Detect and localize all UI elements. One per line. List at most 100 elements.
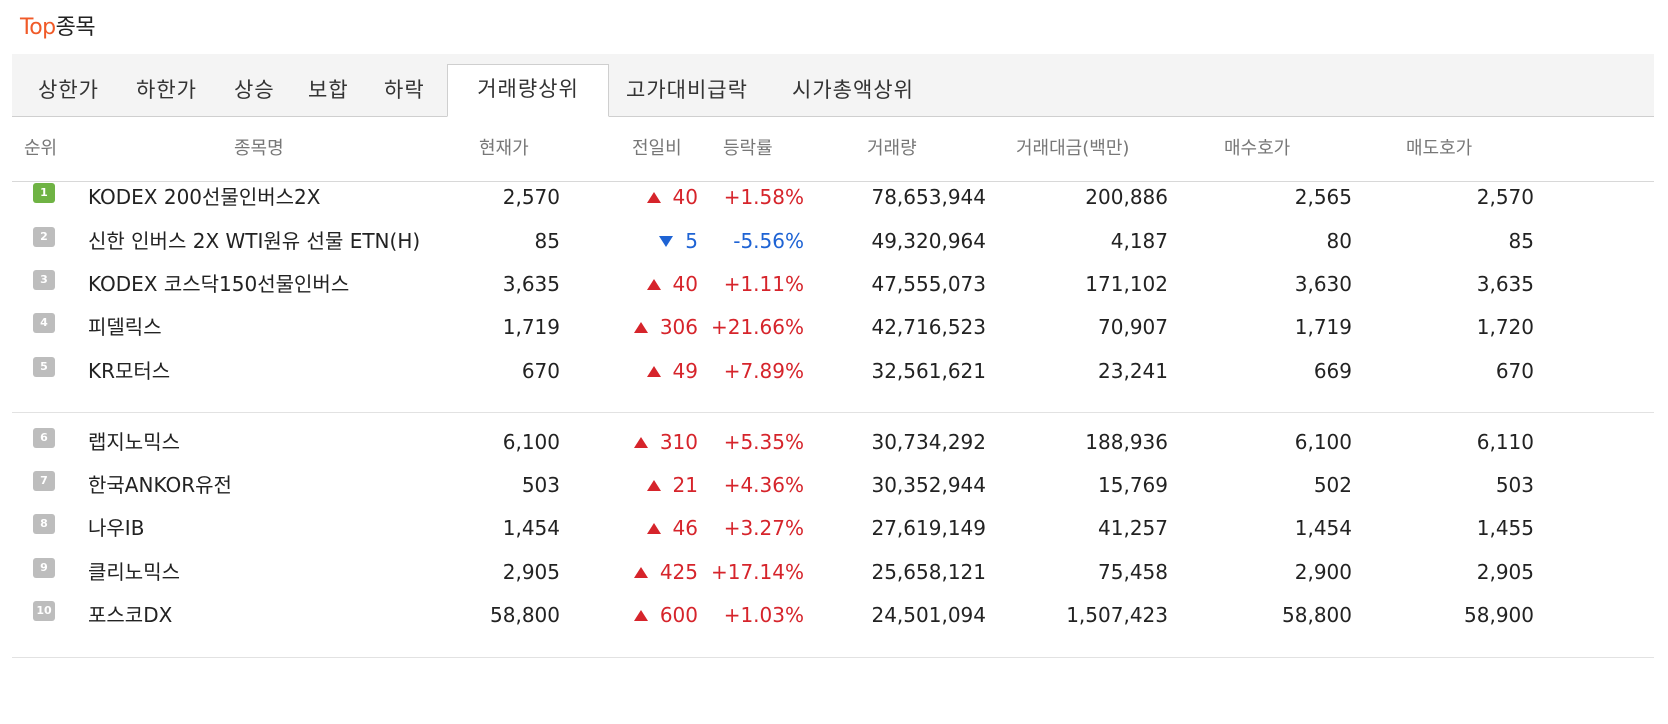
current-price: 85 [534, 229, 560, 253]
table-row: 8 나우IB 1,454 46 +3.27% 27,619,149 41,257 1,454 1… [12, 505, 1654, 551]
trade-amount: 75,458 [1098, 560, 1168, 584]
tab-lower-limit[interactable]: 하한가 [136, 78, 197, 102]
trade-amount: 188,936 [1085, 430, 1168, 454]
stock-name-link[interactable]: 신한 인버스 2X WTI원유 선물 ETN(H) [88, 229, 421, 253]
rank-badge: 2 [33, 227, 55, 247]
volume: 47,555,073 [871, 272, 986, 296]
change-cell: 310 [612, 427, 698, 457]
stock-name-link[interactable]: 한국ANKOR유전 [88, 473, 232, 497]
tab-bar: 상한가 하한가 상승 보합 하락 거래량상위 고가대비급락 시가총액상위 [12, 54, 1654, 117]
change-value: 49 [672, 359, 698, 383]
bid-price: 1,719 [1294, 315, 1352, 339]
change-rate: +21.66% [710, 315, 804, 339]
col-ask: 매도호가 [1406, 138, 1473, 159]
table-row: 6 랩지노믹스 6,100 310 +5.35% 30,734,292 188,936 6,1… [12, 419, 1654, 465]
stock-name-link[interactable]: KODEX 200선물인버스2X [88, 185, 321, 209]
col-change: 전일비 [632, 138, 682, 159]
stock-name-link[interactable]: 클리노믹스 [88, 560, 180, 584]
rank-badge: 7 [33, 471, 55, 491]
tab-flat[interactable]: 보합 [308, 78, 349, 102]
title-rest: 종목 [55, 15, 96, 40]
tab-upper-limit[interactable]: 상한가 [38, 78, 99, 102]
volume: 78,653,944 [871, 185, 986, 209]
tab-fall[interactable]: 하락 [384, 78, 425, 102]
rank-badge: 4 [33, 313, 55, 333]
change-value: 310 [659, 430, 698, 454]
change-rate: +1.03% [723, 603, 804, 627]
trade-amount: 200,886 [1085, 185, 1168, 209]
tab-volume-top[interactable]: 거래량상위 [447, 64, 609, 117]
stock-name-link[interactable]: KR모터스 [88, 359, 171, 383]
current-price: 503 [521, 473, 560, 497]
rank-badge: 8 [33, 514, 55, 534]
volume: 27,619,149 [871, 516, 986, 540]
title-accent: Top [20, 15, 56, 40]
volume: 30,352,944 [871, 473, 986, 497]
col-rate: 등락률 [723, 138, 773, 159]
change-cell: 40 [612, 269, 698, 299]
change-rate: +5.35% [723, 430, 804, 454]
col-rank: 순위 [24, 138, 58, 159]
stock-name-link[interactable]: 포스코DX [88, 603, 173, 627]
tab-market-cap-top[interactable]: 시가총액상위 [792, 78, 914, 102]
stock-name-link[interactable]: 나우IB [88, 516, 145, 540]
tab-drop-from-high[interactable]: 고가대비급락 [626, 78, 748, 102]
rank-badge: 5 [33, 357, 55, 377]
change-value: 46 [672, 516, 698, 540]
trade-amount: 171,102 [1085, 272, 1168, 296]
change-rate: +1.11% [723, 272, 804, 296]
current-price: 670 [521, 359, 560, 383]
stock-name-link[interactable]: KODEX 코스닥150선물인버스 [88, 272, 350, 296]
rank-badge: 9 [33, 558, 55, 578]
change-rate: -5.56% [733, 229, 804, 253]
bid-price: 3,630 [1294, 272, 1352, 296]
triangle-up-icon [646, 279, 661, 290]
col-amount: 거래대금(백만) [1016, 138, 1130, 159]
bid-price: 2,565 [1294, 185, 1352, 209]
ask-price: 58,900 [1464, 603, 1534, 627]
triangle-up-icon [646, 523, 661, 534]
change-value: 5 [685, 229, 698, 253]
table-row: 3 KODEX 코스닥150선물인버스 3,635 40 +1.11% 47,555,07… [12, 261, 1654, 307]
tab-rise[interactable]: 상승 [234, 78, 275, 102]
bid-price: 58,800 [1282, 603, 1352, 627]
ask-price: 6,110 [1476, 430, 1534, 454]
triangle-up-icon [633, 322, 648, 333]
change-cell: 49 [612, 356, 698, 386]
trade-amount: 23,241 [1098, 359, 1168, 383]
col-bid: 매수호가 [1224, 138, 1291, 159]
triangle-down-icon [659, 236, 674, 247]
volume: 30,734,292 [871, 430, 986, 454]
volume: 24,501,094 [871, 603, 986, 627]
table-row: 2 신한 인버스 2X WTI원유 선물 ETN(H) 85 5 -5.56% 49,32… [12, 218, 1654, 264]
table-bottom-border [12, 657, 1654, 658]
stock-name-link[interactable]: 랩지노믹스 [88, 430, 180, 454]
bid-price: 1,454 [1294, 516, 1352, 540]
trade-amount: 1,507,423 [1066, 603, 1168, 627]
change-cell: 5 [612, 226, 698, 256]
table-row: 1 KODEX 200선물인버스2X 2,570 40 +1.58% 78,653,944… [12, 174, 1654, 220]
change-rate: +1.58% [723, 185, 804, 209]
change-cell: 21 [612, 470, 698, 500]
triangle-up-icon [633, 437, 648, 448]
change-rate: +17.14% [710, 560, 804, 584]
change-value: 40 [672, 272, 698, 296]
col-price: 현재가 [479, 138, 529, 159]
table-row: 10 포스코DX 58,800 600 +1.03% 24,501,094 1,507,42… [12, 592, 1654, 638]
group-divider [12, 412, 1654, 413]
bid-price: 2,900 [1294, 560, 1352, 584]
trade-amount: 70,907 [1098, 315, 1168, 339]
stock-name-link[interactable]: 피델릭스 [88, 315, 162, 339]
volume: 49,320,964 [871, 229, 986, 253]
ask-price: 1,455 [1476, 516, 1534, 540]
change-rate: +3.27% [723, 516, 804, 540]
change-cell: 425 [612, 557, 698, 587]
current-price: 2,570 [502, 185, 560, 209]
volume: 32,561,621 [871, 359, 986, 383]
change-value: 600 [659, 603, 698, 627]
change-value: 306 [659, 315, 698, 339]
rank-badge: 1 [33, 183, 55, 203]
ask-price: 85 [1508, 229, 1534, 253]
ask-price: 670 [1495, 359, 1534, 383]
